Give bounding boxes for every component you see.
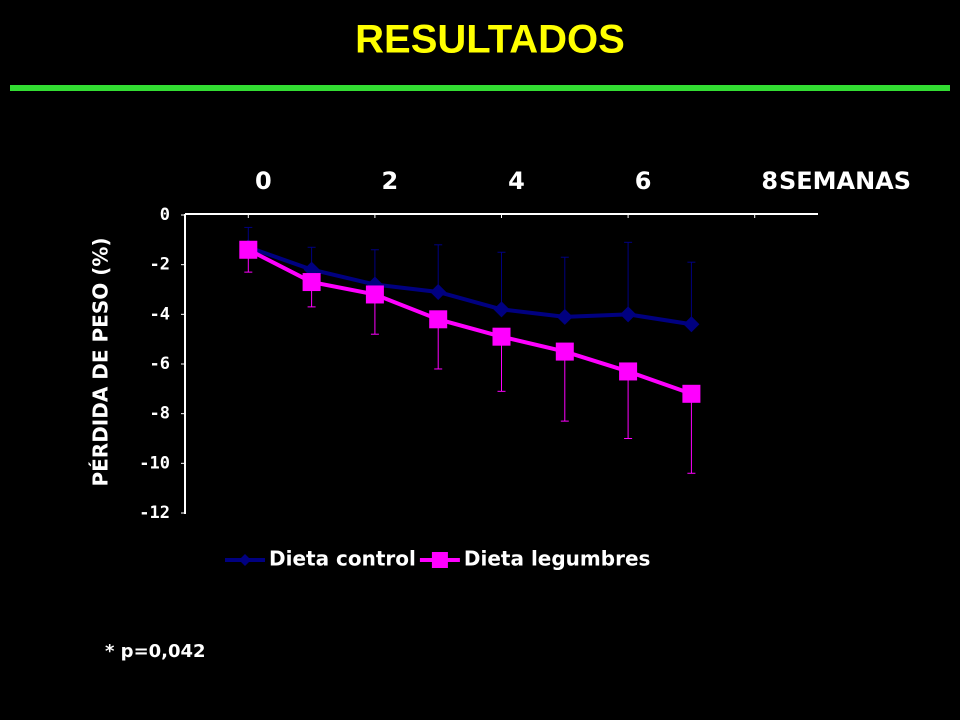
- marker: [492, 327, 511, 346]
- y-axis-label: PÉRDIDA DE PESO (%): [89, 237, 113, 486]
- marker: [365, 285, 384, 304]
- legend-marker: [239, 554, 251, 566]
- marker: [683, 316, 700, 333]
- marker: [619, 362, 638, 381]
- series-line: [247, 245, 692, 327]
- marker: [302, 273, 321, 292]
- y-tick-label: -6: [150, 354, 170, 374]
- x-tick-label: 8: [761, 167, 778, 195]
- marker: [682, 384, 701, 403]
- legend-label: Dieta legumbres: [464, 547, 651, 571]
- legend-label: Dieta control: [269, 547, 416, 571]
- x-axis-label: SEMANAS: [779, 167, 911, 195]
- x-tick-label: 0: [255, 167, 272, 195]
- slide-title: RESULTADOS: [355, 18, 625, 62]
- x-tick-label: 6: [635, 167, 652, 195]
- legend-marker: [431, 552, 448, 568]
- marker: [429, 310, 448, 329]
- y-tick-label: -2: [150, 255, 170, 275]
- series-line: [247, 247, 693, 396]
- y-tick-label: -8: [150, 404, 170, 424]
- marker: [620, 306, 637, 323]
- y-tick-label: -12: [139, 503, 170, 523]
- marker: [493, 301, 510, 318]
- x-tick-label: 2: [382, 167, 399, 195]
- x-tick-label: 4: [508, 167, 525, 195]
- y-tick-label: 0: [160, 205, 170, 225]
- marker: [430, 283, 447, 300]
- y-tick-label: -10: [139, 453, 170, 473]
- marker: [556, 308, 573, 325]
- marker: [555, 342, 574, 361]
- y-tick-label: -4: [150, 304, 170, 324]
- marker: [239, 240, 258, 259]
- note: * p=0,042: [105, 641, 206, 662]
- title-rule: [10, 85, 950, 91]
